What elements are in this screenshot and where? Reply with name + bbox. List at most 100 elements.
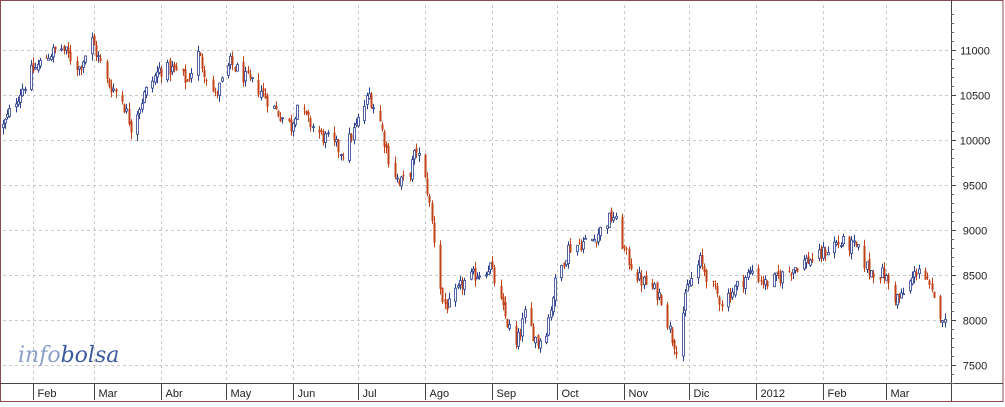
candle-body-down — [777, 270, 780, 276]
candle-body-down — [433, 222, 436, 243]
candle-body-down — [110, 86, 113, 93]
candle-body-down — [184, 69, 187, 83]
candle-body-down — [879, 277, 882, 280]
candle-body-up — [158, 67, 161, 74]
candle-body-down — [290, 120, 293, 132]
candle-body-down — [718, 296, 721, 305]
candle-body-up — [911, 277, 914, 285]
candle-body-down — [563, 262, 566, 268]
candle-body-down — [188, 78, 191, 81]
candle-body-up — [281, 117, 284, 120]
candle-body-down — [320, 130, 323, 132]
candle-body-down — [666, 304, 669, 328]
candle-body-down — [515, 325, 518, 345]
candle-body-up — [227, 65, 230, 76]
candle-body-up — [835, 242, 838, 245]
candle-body-down — [277, 110, 280, 117]
candle-body-down — [714, 284, 717, 286]
candle-body-down — [381, 124, 384, 130]
candle-body-up — [638, 272, 641, 280]
candle-body-down — [69, 51, 72, 62]
candle-body-up — [353, 127, 356, 141]
candle-body-up — [584, 237, 587, 240]
candle-body-up — [454, 287, 457, 302]
candle-body-down — [703, 266, 706, 272]
candle-body-down — [671, 328, 674, 343]
candle-body-down — [621, 216, 624, 249]
candle-body-up — [699, 255, 702, 267]
candle-body-down — [264, 93, 267, 99]
candle-body-up — [734, 285, 737, 296]
candle-body-up — [82, 61, 85, 68]
candle-body-down — [716, 285, 719, 294]
candle-body-up — [582, 241, 585, 250]
candle-body-down — [924, 270, 927, 280]
watermark-logo: infobolsa — [18, 343, 119, 368]
candle-body-down — [610, 210, 613, 222]
candle-body-up — [866, 261, 869, 270]
candle-body-up — [156, 71, 159, 78]
candle-body-up — [853, 240, 856, 243]
candle-body-down — [439, 244, 442, 289]
x-tick-label: Abr — [166, 388, 183, 400]
candle-body-up — [84, 55, 87, 63]
candle-body-up — [944, 319, 947, 323]
candle-body-down — [500, 285, 503, 299]
candle-body-up — [827, 252, 830, 256]
candle-body-down — [757, 268, 760, 282]
candle-body-up — [850, 239, 853, 254]
candle-body-down — [788, 271, 791, 273]
candle-body-up — [731, 291, 734, 298]
candle-body-down — [370, 94, 373, 108]
candle-body-down — [742, 280, 745, 288]
candle-body-up — [327, 132, 330, 135]
candle-body-up — [534, 336, 537, 344]
candle-body-down — [199, 53, 202, 56]
candle-body-up — [463, 280, 466, 290]
candle-body-up — [682, 312, 685, 357]
candle-body-up — [145, 86, 148, 96]
candle-body-up — [21, 88, 24, 97]
candle-body-up — [229, 55, 232, 65]
candle-body-up — [37, 63, 40, 71]
candle-body-down — [675, 351, 678, 355]
candle-body-up — [773, 273, 776, 288]
candle-body-up — [260, 90, 263, 98]
candle-body-down — [387, 145, 390, 165]
candle-body-down — [32, 62, 35, 72]
candle-body-up — [775, 272, 778, 276]
candle-body-down — [595, 242, 598, 244]
candle-body-up — [52, 47, 55, 58]
candle-body-up — [97, 55, 100, 58]
candle-body-up — [457, 285, 460, 288]
candle-body-up — [550, 309, 553, 318]
x-tick-label: Ago — [430, 388, 450, 400]
candle-body-down — [169, 60, 172, 75]
candle-body-down — [766, 280, 769, 287]
candle-body-up — [138, 108, 141, 114]
candle-body-up — [65, 46, 68, 51]
x-tick-label: Oct — [562, 388, 579, 400]
candle-body-up — [902, 293, 905, 296]
candle-body-up — [727, 293, 730, 308]
x-tick-label: Dic — [694, 388, 710, 400]
candlestick-series — [2, 32, 947, 362]
candle-body-up — [809, 259, 812, 266]
candle-body-down — [182, 68, 185, 72]
candle-body-down — [493, 267, 496, 284]
candle-body-down — [623, 246, 626, 248]
candle-body-up — [251, 77, 254, 79]
x-tick-label: Sep — [497, 388, 517, 400]
x-tick-label: Mar — [891, 388, 910, 400]
candle-body-down — [309, 118, 312, 128]
candle-body-up — [17, 101, 20, 105]
candle-body-up — [19, 94, 22, 103]
candle-body-down — [385, 144, 388, 148]
candle-body-down — [63, 46, 66, 51]
candle-body-down — [863, 245, 866, 269]
candle-body-up — [221, 77, 224, 82]
candle-body-down — [428, 195, 431, 203]
y-tick-label: 10500 — [960, 91, 991, 103]
